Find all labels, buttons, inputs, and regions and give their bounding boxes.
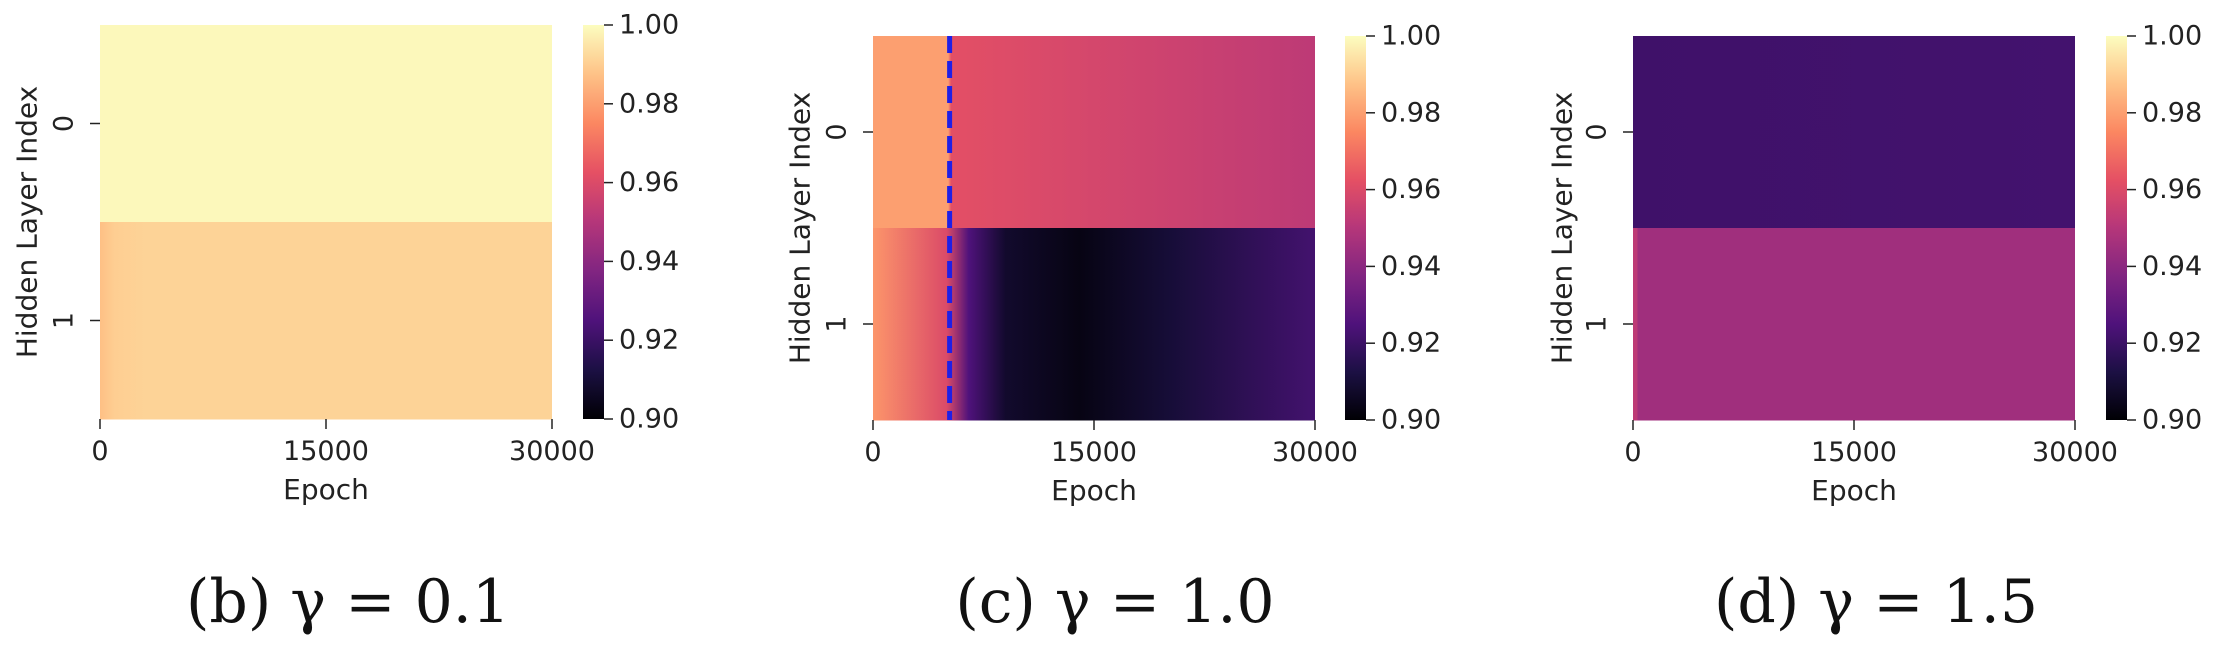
subfigure-caption: (c) γ = 1.0 <box>955 567 1274 637</box>
y-tick-label: 0 <box>822 123 853 140</box>
colorbar-tick-label: 0.98 <box>619 88 679 119</box>
x-axis-label: Epoch <box>1811 474 1897 507</box>
colorbar-tick-label: 0.92 <box>619 325 679 356</box>
colorbar <box>583 25 604 419</box>
colorbar-tick-label: 0.94 <box>2142 251 2202 282</box>
x-axis-label: Epoch <box>1051 474 1137 507</box>
colorbar-tick-label: 0.90 <box>2142 405 2202 436</box>
x-tick-label: 15000 <box>1811 437 1897 468</box>
colorbar-tick-label: 0.94 <box>619 246 679 277</box>
heatmap-row-0 <box>1633 36 2075 229</box>
y-tick-label: 1 <box>49 312 80 329</box>
colorbar-tick-label: 0.92 <box>1381 328 1441 359</box>
colorbar-tick-label: 0.98 <box>1381 97 1441 128</box>
colorbar-tick-label: 0.92 <box>2142 328 2202 359</box>
heatmap-row-1 <box>1633 228 2075 421</box>
y-tick-label: 0 <box>1582 123 1613 140</box>
x-axis-label: Epoch <box>283 473 369 506</box>
y-tick-label: 1 <box>1582 315 1613 332</box>
x-tick-label: 0 <box>1624 437 1641 468</box>
heatmap-panel-1: 0 1 0 15000 30000 Epoch Hidden Layer Index 0.90… <box>784 21 1442 638</box>
colorbar-tick-label: 1.00 <box>1381 21 1441 52</box>
colorbar-tick-label: 0.98 <box>2142 97 2202 128</box>
heatmap-panel-2: 0 1 0 15000 30000 Epoch Hidden Layer Index 0.90… <box>1546 21 2203 638</box>
colorbar-tick-label: 1.00 <box>2142 21 2202 52</box>
x-tick-label: 0 <box>864 437 881 468</box>
y-tick-label: 0 <box>49 115 80 132</box>
colorbar-tick-label: 0.90 <box>619 404 679 435</box>
x-tick-label: 0 <box>91 436 108 467</box>
x-tick-label: 15000 <box>283 436 369 467</box>
colorbar-tick-label: 1.00 <box>619 10 679 41</box>
y-axis-label: Hidden Layer Index <box>11 86 44 358</box>
y-tick-label: 1 <box>822 315 853 332</box>
x-tick-label: 30000 <box>509 436 595 467</box>
colorbar <box>2106 36 2127 420</box>
heatmap-panel-0: 0 1 0 15000 30000 Epoch Hidden Layer Index 0.90… <box>11 10 680 638</box>
subfigure-caption: (d) γ = 1.5 <box>1714 567 2038 637</box>
x-tick-label: 30000 <box>2032 437 2118 468</box>
colorbar <box>1345 36 1366 420</box>
colorbar-tick-label: 0.90 <box>1381 405 1441 436</box>
colorbar-tick-label: 0.94 <box>1381 251 1441 282</box>
x-tick-label: 15000 <box>1051 437 1137 468</box>
y-axis-label: Hidden Layer Index <box>1546 92 1579 364</box>
heatmap-row-0 <box>100 25 552 223</box>
subfigure-caption: (b) γ = 0.1 <box>186 567 510 637</box>
x-tick-label: 30000 <box>1272 437 1358 468</box>
colorbar-tick-label: 0.96 <box>2142 174 2202 205</box>
y-axis-label: Hidden Layer Index <box>784 92 817 364</box>
heatmap-row-0 <box>873 36 1315 229</box>
colorbar-tick-label: 0.96 <box>1381 174 1441 205</box>
heatmap-row-1 <box>100 222 552 420</box>
heatmap-row-1 <box>873 228 1315 421</box>
colorbar-tick-label: 0.96 <box>619 167 679 198</box>
